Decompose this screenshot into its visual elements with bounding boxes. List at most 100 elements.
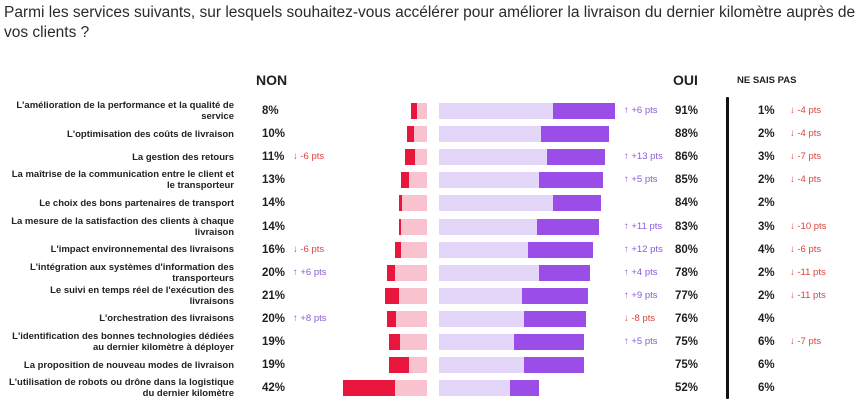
nsp-value-label: 4% xyxy=(758,243,775,256)
oui-value-label: 76% xyxy=(675,312,699,325)
non-bar-dark xyxy=(405,149,415,166)
oui-bar-dark xyxy=(552,195,602,212)
oui-value-label: 88% xyxy=(675,128,699,141)
oui-bar-dark xyxy=(547,149,605,166)
oui-bar-dark xyxy=(523,310,586,327)
table-row: La maîtrise de la communication entre le… xyxy=(0,166,860,194)
table-row: La proposition de nouveau modes de livra… xyxy=(0,351,860,379)
header-oui: OUI xyxy=(673,72,698,88)
nsp-value-label: 1% xyxy=(758,105,775,117)
non-delta-label: ↓ -6 pts xyxy=(293,151,325,163)
non-value-label: 42% xyxy=(262,382,286,395)
non-bar-light xyxy=(395,241,427,258)
oui-value-label: 75% xyxy=(675,336,699,348)
non-bar-light xyxy=(387,310,427,327)
nsp-delta-label: ↓ -6 pts xyxy=(790,243,822,255)
oui-value-label: 52% xyxy=(675,382,699,395)
non-bar-dark xyxy=(389,357,409,374)
non-value-label: 13% xyxy=(262,174,286,187)
non-bar-dark xyxy=(401,172,409,189)
non-bar-dark xyxy=(407,126,414,143)
non-bar-light xyxy=(399,195,427,212)
oui-bar-dark xyxy=(510,380,540,397)
non-bar-dark xyxy=(387,264,395,281)
nsp-delta-label: ↓ -7 pts xyxy=(790,336,822,347)
category-label: La maîtrise de la communication entre le… xyxy=(11,169,234,192)
header-non: NON xyxy=(256,72,288,88)
non-value-label: 10% xyxy=(262,128,286,141)
oui-value-label: 83% xyxy=(675,220,699,233)
table-row: L'intégration aux systèmes d'information… xyxy=(0,259,860,287)
table-row: La gestion des retours 11% ↓ -6 pts ↑ +13 p… xyxy=(0,143,860,171)
nsp-value-label: 6% xyxy=(758,359,775,372)
nsp-value-label: 2% xyxy=(758,266,775,279)
table-row: La mesure de la satisfaction des clients… xyxy=(0,213,860,241)
table-row: Le choix des bons partenaires de transpo… xyxy=(0,189,860,217)
category-label: Le choix des bons partenaires de transpo… xyxy=(39,197,234,209)
non-bar-dark xyxy=(385,287,399,304)
oui-value-label: 78% xyxy=(675,266,699,279)
oui-value-label: 77% xyxy=(675,289,699,302)
nsp-value-label: 6% xyxy=(758,382,775,395)
category-label: L'utilisation de robots ou drône dans la… xyxy=(9,377,234,400)
non-value-label: 19% xyxy=(262,359,286,372)
nsp-value-label: 2% xyxy=(758,289,775,302)
nsp-divider xyxy=(726,97,729,399)
non-value-label: 11% xyxy=(262,151,285,164)
nsp-delta-label: ↓ -4 pts xyxy=(790,105,822,116)
non-delta-label: ↑ +6 pts xyxy=(293,266,327,278)
non-bar-dark xyxy=(411,103,417,119)
oui-value-label: 75% xyxy=(675,359,699,372)
question-title: Parmi les services suivants, sur lesquel… xyxy=(4,4,856,41)
table-row: L'optimisation des coûts de livraison 10%… xyxy=(0,120,860,148)
non-bar-dark xyxy=(395,241,401,258)
category-label: La proposition de nouveau modes de livra… xyxy=(23,359,234,371)
nsp-delta-label: ↓ -4 pts xyxy=(790,128,822,140)
category-label: L'optimisation des coûts de livraison xyxy=(67,128,234,140)
oui-delta-label: ↑ +12 pts xyxy=(624,243,663,255)
oui-value-label: 84% xyxy=(675,197,699,210)
non-bar-dark xyxy=(389,334,400,350)
nsp-value-label: 2% xyxy=(758,174,775,187)
category-label: L'amélioration de la performance et la q… xyxy=(16,100,234,122)
category-label: Le suivi en temps réel de l'exécution de… xyxy=(50,284,234,307)
non-value-label: 8% xyxy=(262,105,279,117)
oui-delta-label: ↑ +6 pts xyxy=(624,105,658,116)
non-value-label: 16% xyxy=(262,243,286,256)
oui-bar-dark xyxy=(527,241,594,258)
nsp-value-label: 2% xyxy=(758,197,775,210)
nsp-delta-label: ↓ -7 pts xyxy=(790,151,822,163)
oui-bar-dark xyxy=(537,218,600,235)
non-bar-light xyxy=(387,264,427,281)
table-row: L'amélioration de la performance et la q… xyxy=(0,97,860,125)
nsp-delta-label: ↓ -10 pts xyxy=(790,220,827,232)
nsp-value-label: 3% xyxy=(758,151,775,164)
non-bar-dark xyxy=(387,310,396,327)
oui-value-label: 85% xyxy=(675,174,699,187)
oui-bar-dark xyxy=(514,334,584,350)
nsp-value-label: 2% xyxy=(758,128,775,141)
non-value-label: 14% xyxy=(262,220,286,233)
non-value-label: 21% xyxy=(262,289,286,302)
table-row: L'utilisation de robots ou drône dans la… xyxy=(0,374,860,402)
oui-delta-label: ↑ +5 pts xyxy=(624,336,658,347)
oui-value-label: 86% xyxy=(675,151,699,164)
oui-value-label: 91% xyxy=(675,105,699,117)
category-label: La mesure de la satisfaction des clients… xyxy=(11,215,234,238)
non-delta-label: ↓ -6 pts xyxy=(293,243,325,255)
header-nsp: NE SAIS PAS xyxy=(737,75,797,86)
non-value-label: 20% xyxy=(262,266,286,279)
non-value-label: 19% xyxy=(262,336,286,348)
oui-bar-dark xyxy=(541,126,609,143)
nsp-delta-label: ↓ -4 pts xyxy=(790,174,822,186)
non-bar-light xyxy=(399,218,427,235)
oui-delta-label: ↑ +4 pts xyxy=(624,266,658,278)
oui-bar-dark xyxy=(539,172,604,189)
non-bar-dark xyxy=(399,195,402,212)
table-row: Le suivi en temps réel de l'exécution de… xyxy=(0,282,860,310)
oui-delta-label: ↓ -8 pts xyxy=(624,312,656,324)
oui-delta-label: ↑ +11 pts xyxy=(624,220,663,232)
category-label: L'orchestration des livraisons xyxy=(99,313,234,325)
table-row: L'identification des bonnes technologies… xyxy=(0,328,860,356)
oui-bar-dark xyxy=(523,357,584,374)
